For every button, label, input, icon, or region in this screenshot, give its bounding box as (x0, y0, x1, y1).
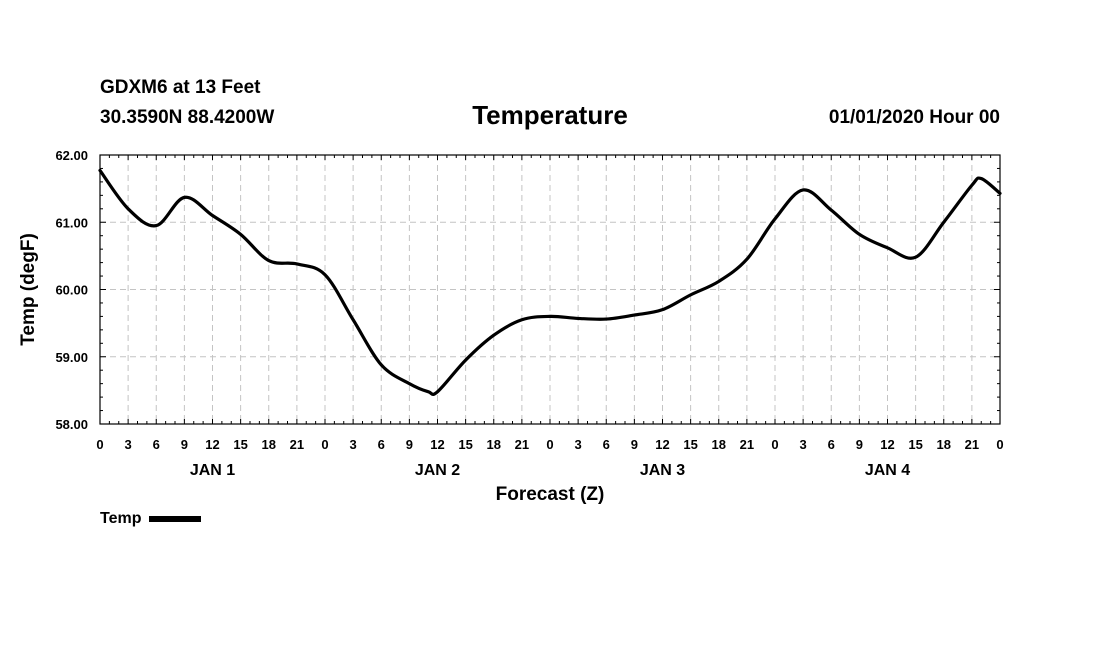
x-tick-label: 15 (908, 437, 922, 452)
x-tick-label: 12 (880, 437, 894, 452)
x-tick-label: 15 (233, 437, 247, 452)
x-tick-label: 6 (603, 437, 610, 452)
x-tick-label: 6 (153, 437, 160, 452)
day-label: JAN 4 (865, 462, 910, 479)
x-tick-label: 9 (631, 437, 638, 452)
x-tick-label: 12 (430, 437, 444, 452)
x-tick-label: 18 (487, 437, 501, 452)
forecast-datetime: 01/01/2020 Hour 00 (828, 107, 1000, 128)
x-tick-label: 18 (262, 437, 276, 452)
y-tick-label: 60.00 (55, 283, 88, 298)
x-tick-label: 6 (828, 437, 835, 452)
station-label: GDXM6 at 13 Feet (100, 77, 261, 98)
x-tick-label: 0 (546, 437, 553, 452)
x-tick-label: 3 (800, 437, 807, 452)
x-tick-label: 12 (205, 437, 219, 452)
y-tick-label: 61.00 (55, 215, 88, 230)
x-tick-label: 3 (125, 437, 132, 452)
x-tick-label: 15 (458, 437, 472, 452)
y-tick-label: 59.00 (55, 350, 88, 365)
y-axis-label: Temp (degF) (18, 233, 39, 346)
coordinates-label: 30.3590N 88.4200W (100, 107, 275, 128)
x-tick-label: 3 (575, 437, 582, 452)
x-tick-label: 12 (655, 437, 669, 452)
day-label: JAN 3 (640, 462, 685, 479)
x-axis-label: Forecast (Z) (496, 484, 605, 505)
x-tick-label: 21 (965, 437, 979, 452)
x-tick-label: 9 (856, 437, 863, 452)
chart-title: Temperature (472, 100, 628, 130)
y-tick-label: 62.00 (55, 148, 88, 163)
day-label: JAN 2 (415, 462, 460, 479)
x-tick-label: 21 (740, 437, 754, 452)
day-label: JAN 1 (190, 462, 235, 479)
x-tick-label: 21 (290, 437, 304, 452)
legend: Temp (100, 510, 202, 528)
legend-swatch (149, 515, 202, 522)
x-tick-label: 0 (771, 437, 778, 452)
x-tick-label: 0 (321, 437, 328, 452)
x-tick-label: 0 (996, 437, 1003, 452)
series-line-temp (98, 168, 1002, 396)
x-tick-label: 0 (96, 437, 103, 452)
x-tick-label: 9 (406, 437, 413, 452)
x-tick-label: 21 (515, 437, 529, 452)
x-tick-label: 6 (378, 437, 385, 452)
x-tick-label: 9 (181, 437, 188, 452)
x-tick-label: 18 (937, 437, 951, 452)
y-tick-label: 58.00 (55, 417, 88, 432)
x-tick-label: 3 (350, 437, 357, 452)
x-tick-label: 15 (683, 437, 697, 452)
legend-label: Temp (100, 510, 142, 527)
x-tick-label: 18 (712, 437, 726, 452)
